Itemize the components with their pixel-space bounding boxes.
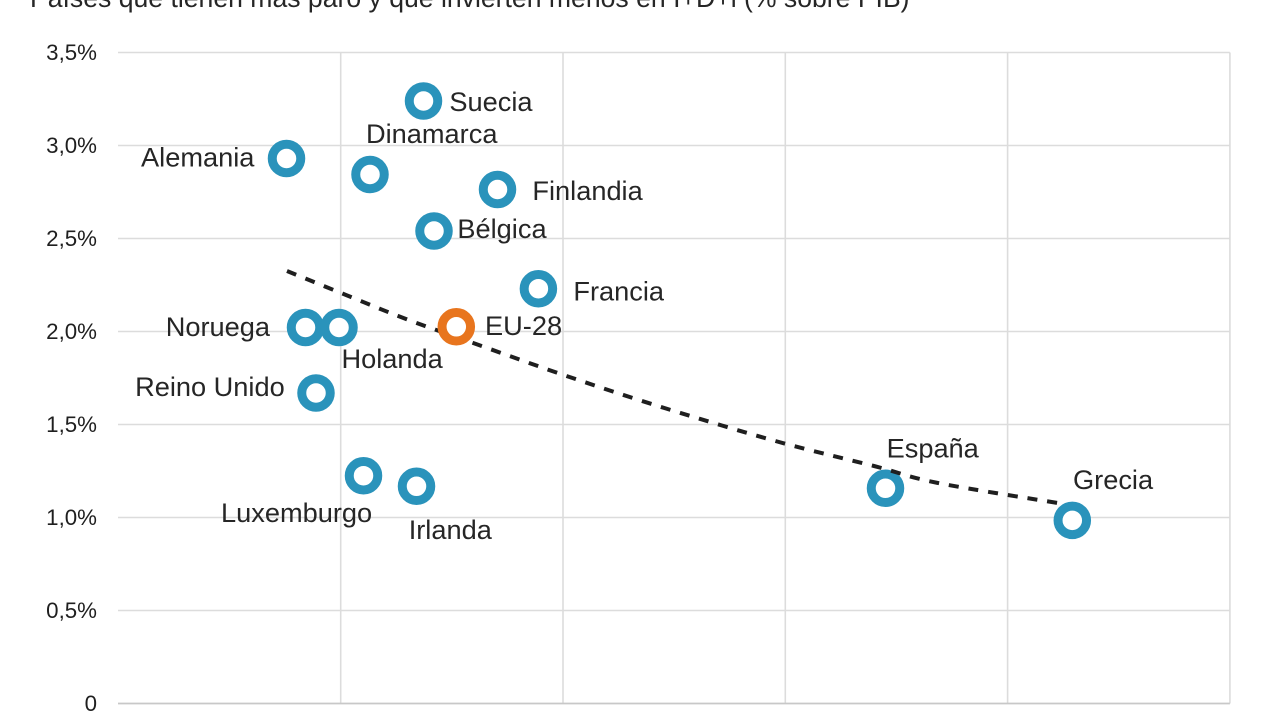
svg-text:Dinamarca: Dinamarca <box>366 118 498 149</box>
svg-text:EU-28: EU-28 <box>485 310 562 341</box>
svg-text:Suecia: Suecia <box>449 86 533 117</box>
svg-text:España: España <box>887 433 980 464</box>
svg-text:2,5%: 2,5% <box>46 226 97 251</box>
svg-text:Países que tienen más paro y q: Países que tienen más paro y que inviert… <box>30 0 910 13</box>
svg-text:Alemania: Alemania <box>141 142 255 173</box>
svg-text:1,5%: 1,5% <box>46 412 97 437</box>
svg-text:Finlandia: Finlandia <box>532 175 643 206</box>
svg-text:0: 0 <box>85 691 97 716</box>
svg-text:Francia: Francia <box>573 276 665 307</box>
svg-text:Holanda: Holanda <box>342 343 444 374</box>
svg-text:Noruega: Noruega <box>166 311 271 342</box>
svg-text:3,5%: 3,5% <box>46 40 97 65</box>
svg-text:Irlanda: Irlanda <box>409 514 493 545</box>
svg-text:2,0%: 2,0% <box>46 319 97 344</box>
svg-text:1,0%: 1,0% <box>46 505 97 530</box>
svg-text:Luxemburgo: Luxemburgo <box>221 497 372 528</box>
svg-text:3,0%: 3,0% <box>46 133 97 158</box>
svg-text:Reino Unido: Reino Unido <box>135 371 285 402</box>
svg-text:Bélgica: Bélgica <box>457 213 547 244</box>
svg-text:0,5%: 0,5% <box>46 598 97 623</box>
svg-text:Grecia: Grecia <box>1073 464 1154 495</box>
